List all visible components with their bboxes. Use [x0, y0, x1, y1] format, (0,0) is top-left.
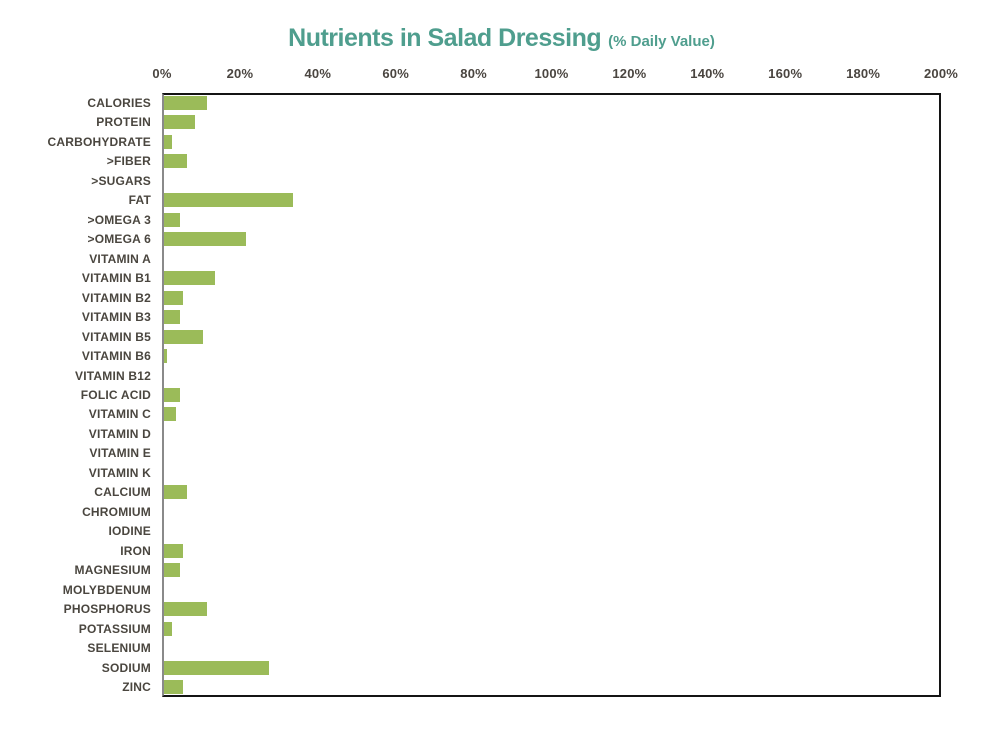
bar-vitamin-b2 [164, 290, 184, 305]
bar-vitamin-b5 [164, 329, 203, 344]
category-label: PROTEIN [96, 115, 151, 130]
category-label: >OMEGA 3 [87, 212, 151, 227]
category-label: PHOSPHORUS [63, 602, 151, 617]
category-label: VITAMIN E [89, 446, 151, 461]
bar-vitamin-c [164, 407, 176, 422]
bar-folic-acid [164, 388, 180, 402]
bar-phosphorus [164, 602, 207, 617]
category-label: CARBOHYDRATE [47, 134, 151, 149]
bar-omega-3 [164, 212, 180, 227]
category-label: >OMEGA 6 [87, 232, 151, 247]
bar-potassium [164, 621, 172, 636]
x-tick-label: 0% [152, 66, 172, 81]
bar-vitamin-b6 [164, 349, 168, 364]
x-tick-label: 160% [768, 66, 803, 81]
category-label: VITAMIN D [88, 426, 151, 441]
category-label: CHROMIUM [82, 504, 151, 519]
category-label: VITAMIN B3 [81, 310, 151, 325]
bar-magnesium [164, 563, 180, 578]
bar-vitamin-b3 [164, 310, 180, 325]
x-tick-label: 140% [690, 66, 725, 81]
bar-carbohydrate [164, 134, 172, 149]
category-label: IODINE [108, 524, 151, 539]
bar-omega-6 [164, 232, 246, 247]
bar-sodium [164, 660, 270, 675]
bar-fiber [164, 154, 188, 169]
category-label: VITAMIN B12 [75, 368, 151, 383]
category-label: FOLIC ACID [80, 388, 151, 402]
category-label: VITAMIN B5 [81, 329, 151, 344]
x-tick-label: 40% [304, 66, 332, 81]
chart-title: Nutrients in Salad Dressing (% Daily Valu… [0, 24, 1003, 53]
bar-protein [164, 115, 196, 130]
category-label: CALORIES [87, 95, 151, 110]
category-label: >FIBER [106, 154, 151, 169]
category-label: >SUGARS [91, 173, 151, 188]
category-label: SODIUM [101, 660, 151, 675]
category-label: VITAMIN C [88, 407, 151, 422]
plot-area [162, 93, 941, 697]
bar-fat [164, 193, 293, 208]
category-label: VITAMIN B1 [81, 271, 151, 286]
x-tick-label: 200% [923, 66, 959, 81]
bar-iron [164, 543, 184, 558]
category-label: MAGNESIUM [74, 563, 151, 578]
category-label: SELENIUM [87, 641, 151, 656]
category-label: POTASSIUM [78, 621, 151, 636]
category-label: CALCIUM [94, 485, 151, 500]
x-tick-label: 180% [846, 66, 881, 81]
chart-title-text: Nutrients in Salad Dressing [288, 24, 602, 52]
bar-zinc [164, 680, 184, 695]
x-tick-label: 120% [612, 66, 647, 81]
category-label: ZINC [122, 680, 151, 695]
x-tick-label: 100% [534, 66, 569, 81]
category-label: IRON [120, 543, 151, 558]
category-label: VITAMIN B6 [81, 349, 151, 364]
bar-vitamin-b1 [164, 271, 215, 286]
x-tick-label: 80% [460, 66, 487, 81]
bar-calcium [164, 485, 188, 500]
chart-title-suffix: (% Daily Value) [608, 33, 715, 50]
bar-calories [164, 95, 207, 110]
category-label: VITAMIN K [88, 465, 151, 480]
x-tick-label: 20% [226, 66, 254, 81]
category-label: VITAMIN B2 [81, 290, 151, 305]
category-label: FAT [128, 193, 151, 208]
x-tick-label: 60% [382, 66, 409, 81]
category-label: MOLYBDENUM [62, 582, 151, 597]
category-label: VITAMIN A [89, 251, 151, 266]
